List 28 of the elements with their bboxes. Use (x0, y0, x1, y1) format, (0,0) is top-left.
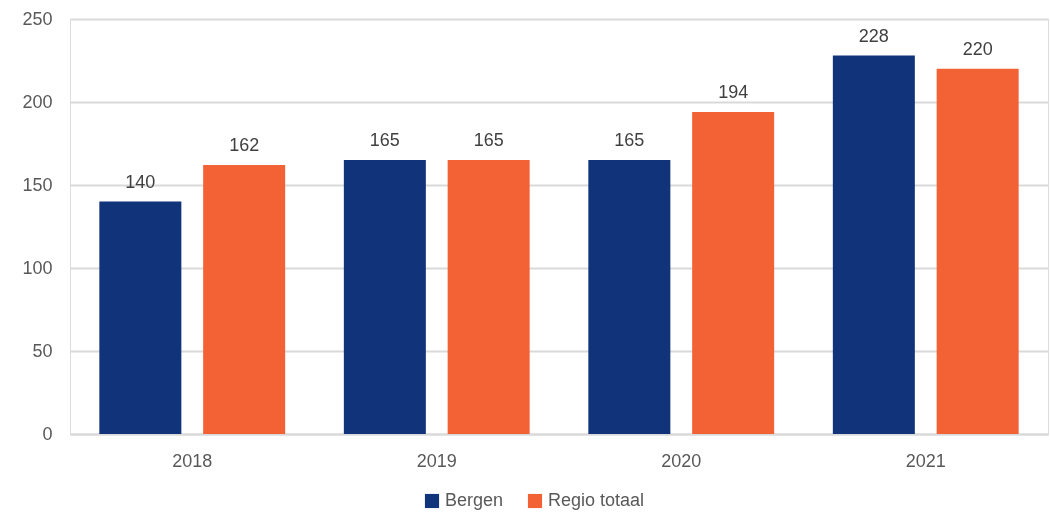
legend-label: Regio totaal (548, 490, 645, 510)
x-tick-label: 2019 (416, 450, 457, 471)
data-label: 165 (614, 130, 645, 151)
bar (99, 201, 182, 434)
legend-label: Bergen (445, 490, 504, 510)
data-label: 162 (229, 135, 260, 156)
y-tick-label: 250 (22, 8, 53, 29)
data-label: 165 (369, 130, 400, 151)
bar (936, 68, 1019, 434)
bar (203, 165, 286, 434)
bar (343, 160, 426, 434)
x-tick-label: 2018 (172, 450, 213, 471)
data-label: 228 (858, 25, 889, 46)
y-tick-label: 0 (42, 423, 53, 444)
bar (692, 111, 775, 434)
data-label: 194 (718, 81, 749, 102)
data-label: 165 (473, 130, 504, 151)
y-tick-label: 50 (32, 340, 53, 361)
bar (588, 160, 671, 434)
bar (832, 55, 915, 434)
y-tick-label: 200 (22, 91, 53, 112)
y-tick-label: 150 (22, 174, 53, 195)
bar (447, 160, 530, 434)
data-label: 220 (962, 38, 993, 59)
data-label: 140 (125, 171, 156, 192)
y-tick-label: 100 (22, 257, 53, 278)
x-tick-label: 2020 (661, 450, 702, 471)
x-tick-label: 2021 (905, 450, 946, 471)
